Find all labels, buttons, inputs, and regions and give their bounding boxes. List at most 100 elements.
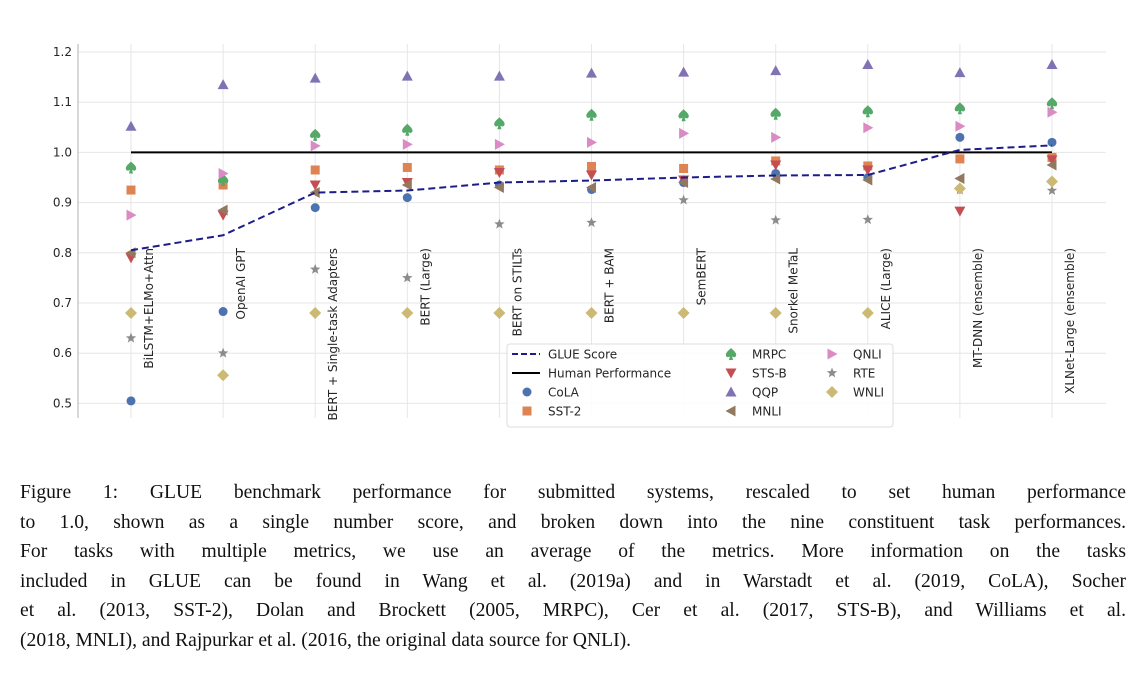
- qnli-point: [402, 138, 413, 150]
- category-label: OpenAI GPT: [234, 247, 248, 319]
- sts-b-point: [770, 160, 782, 171]
- legend-label: QQP: [752, 386, 778, 400]
- sts-b-point: [493, 167, 505, 178]
- mnli-point: [862, 174, 873, 186]
- mnli-point: [678, 177, 689, 189]
- mnli-point: [217, 204, 228, 216]
- legend-wnli-marker: [826, 386, 838, 398]
- category-label: BERT on STILTs: [510, 248, 524, 336]
- qqp-point: [217, 79, 229, 90]
- cola-point: [218, 307, 228, 317]
- mrpc-point: [862, 105, 873, 118]
- category-label: SemBERT: [695, 247, 709, 305]
- qqp-point: [954, 67, 966, 78]
- wnli-point: [953, 182, 966, 195]
- mrpc-point: [125, 161, 137, 174]
- legend-rte-marker: [826, 367, 838, 378]
- rte-point: [862, 214, 873, 225]
- qqp-point: [125, 120, 137, 131]
- category-label: BERT + BAM: [603, 248, 617, 323]
- y-tick-label: 0.6: [53, 346, 72, 360]
- rte-point: [310, 263, 321, 274]
- mnli-point: [954, 173, 965, 185]
- legend-label: CoLA: [548, 386, 580, 400]
- wnli-point: [861, 307, 874, 320]
- legend-mnli-marker: [725, 405, 736, 417]
- sst-2-point: [310, 165, 320, 175]
- y-tick-label: 0.8: [53, 246, 72, 260]
- qnli-point: [218, 167, 229, 179]
- rte-point: [494, 218, 505, 229]
- mrpc-point: [402, 123, 413, 136]
- cola-point: [310, 203, 320, 213]
- cola-point: [402, 193, 412, 203]
- legend-box: [506, 343, 894, 428]
- sst-2-point: [955, 154, 965, 164]
- y-tick-label: 1.1: [53, 95, 72, 109]
- sst-2-point: [126, 185, 136, 195]
- sst-2-point: [679, 163, 689, 173]
- qnli-point: [955, 120, 966, 132]
- sts-b-point: [586, 170, 597, 181]
- category-label: BiLSTM+ELMo+Attn: [142, 248, 156, 369]
- y-tick-label: 0.9: [53, 196, 72, 210]
- category-label: BERT (Large): [418, 248, 432, 326]
- cola-point: [126, 396, 136, 406]
- cola-point: [1047, 137, 1057, 147]
- mrpc-point: [1046, 97, 1058, 110]
- mrpc-point: [494, 117, 505, 130]
- wnli-point: [309, 307, 322, 320]
- legend-label: QNLI: [853, 348, 882, 362]
- qqp-point: [401, 70, 413, 81]
- sts-b-point: [862, 165, 874, 176]
- wnli-point: [125, 307, 137, 320]
- qnli-point: [310, 140, 321, 152]
- category-label: ALICE (Large): [879, 248, 893, 329]
- wnli-point: [493, 307, 506, 320]
- caption-line: et al. (2013, SST-2), Dolan and Brockett…: [20, 600, 1126, 621]
- sst-2-point: [587, 161, 596, 171]
- mrpc-point: [678, 109, 689, 122]
- category-label: XLNet-Large (ensemble): [1063, 248, 1077, 394]
- sts-b-point: [954, 206, 966, 217]
- qqp-point: [493, 70, 505, 81]
- caption-line: For tasks with multiple metrics, we use …: [20, 541, 1126, 562]
- figure-caption: Figure 1: GLUE benchmark performance for…: [20, 478, 1126, 655]
- legend-qnli-marker: [827, 348, 838, 360]
- qnli-point: [126, 209, 137, 221]
- qnli-point: [587, 136, 597, 148]
- mrpc-point: [586, 108, 597, 121]
- y-tick-label: 0.7: [53, 296, 72, 310]
- legend-label: RTE: [853, 367, 875, 381]
- qqp-point: [862, 59, 874, 70]
- legend-label: WNLI: [853, 386, 884, 400]
- mnli-point: [309, 187, 320, 199]
- mrpc-point: [770, 107, 781, 120]
- y-tick-label: 1.2: [53, 45, 72, 59]
- sts-b-point: [309, 180, 321, 191]
- qnli-point: [679, 127, 690, 139]
- mrpc-point: [954, 102, 966, 115]
- legend-label: MNLI: [752, 405, 782, 419]
- qqp-point: [309, 72, 321, 83]
- wnli-point: [769, 307, 782, 320]
- qqp-point: [586, 67, 597, 78]
- sts-b-point: [1046, 155, 1058, 166]
- y-tick-label: 0.5: [53, 396, 72, 410]
- qnli-point: [771, 131, 782, 143]
- rte-point: [586, 217, 597, 228]
- caption-line: Figure 1: GLUE benchmark performance for…: [20, 482, 1126, 503]
- wnli-point: [217, 369, 230, 382]
- sst-2-point: [402, 162, 412, 172]
- rte-point: [1046, 185, 1058, 195]
- qnli-point: [1047, 106, 1058, 118]
- mnli-point: [401, 179, 412, 191]
- caption-line: to 1.0, shown as a single number score, …: [20, 511, 1126, 533]
- wnli-point: [1046, 175, 1058, 188]
- legend-cola-marker: [522, 387, 532, 397]
- category-label: MT-DNN (ensemble): [971, 248, 985, 368]
- qqp-point: [678, 66, 690, 77]
- rte-point: [678, 194, 689, 205]
- qnli-point: [494, 138, 505, 150]
- legend-label: STS-B: [752, 367, 787, 381]
